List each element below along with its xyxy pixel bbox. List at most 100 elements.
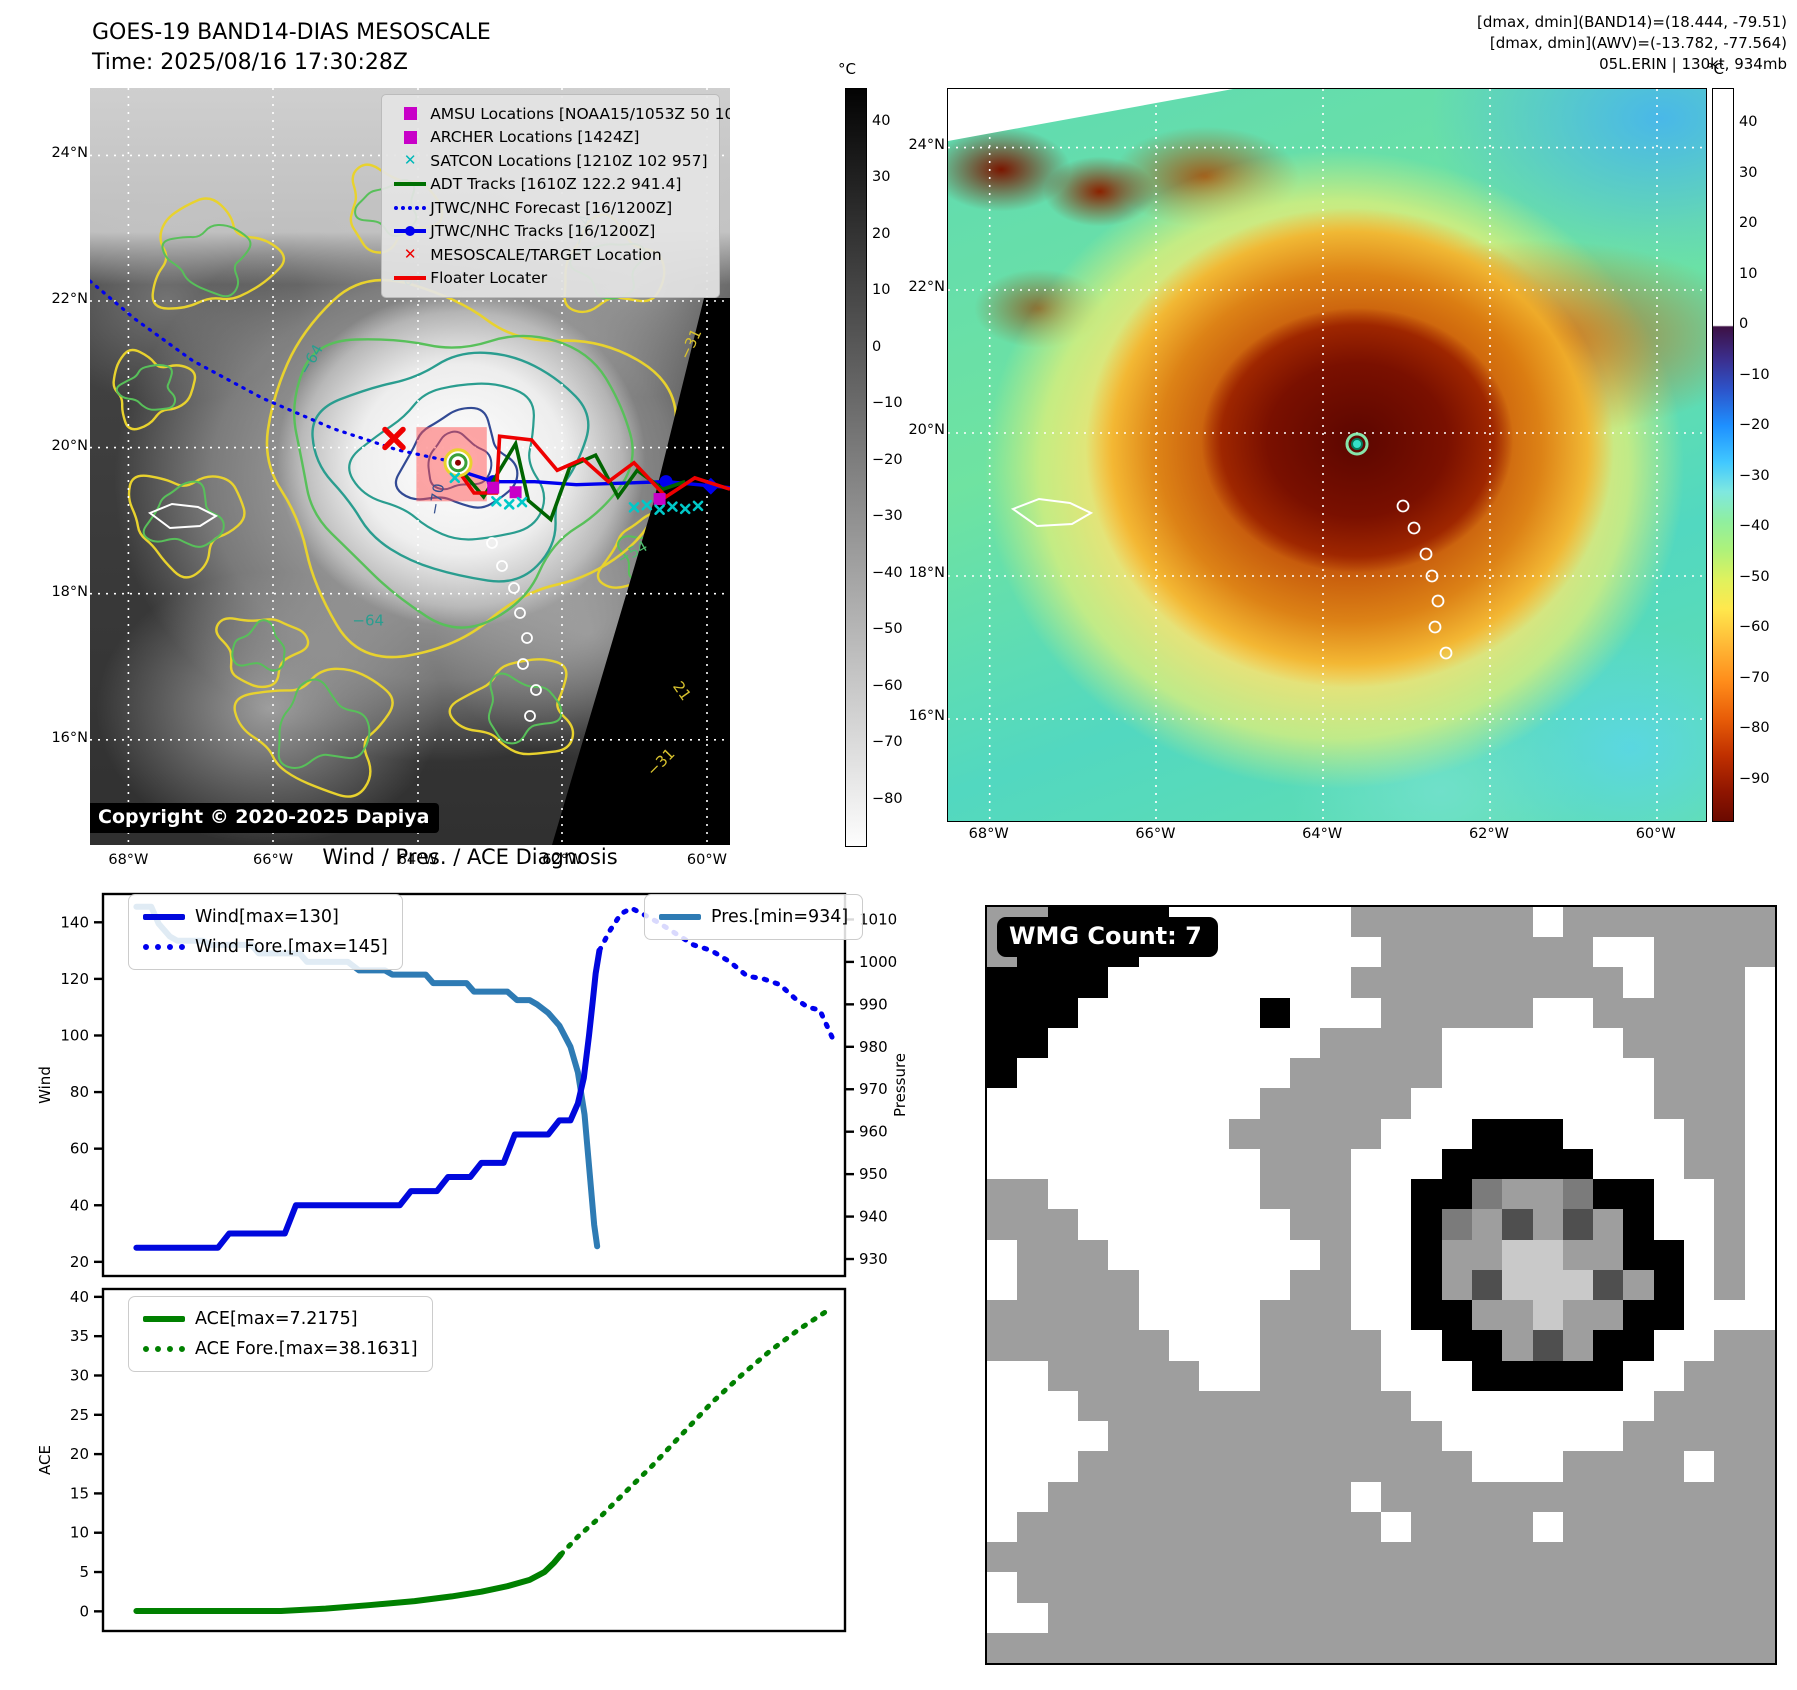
colorbar-tick-label: −10 <box>1739 366 1770 383</box>
wmg-pixel <box>1380 1209 1412 1240</box>
rainbow-colorbar <box>1712 88 1734 822</box>
lat-tick-label: 16°N <box>908 707 945 724</box>
wmg-pixel <box>1532 1451 1563 1482</box>
legend-item-1: ARCHER Locations [1424Z] <box>390 126 711 150</box>
wmg-pixel <box>1350 1421 1381 1452</box>
wmg-pixel <box>1532 1481 1563 1512</box>
wmg-pixel <box>1168 1148 1200 1180</box>
wmg-pixel <box>1168 1602 1200 1633</box>
wmg-pixel <box>1017 1572 1048 1603</box>
wmg-pixel <box>1380 1572 1412 1603</box>
wmg-pixel <box>1259 967 1291 998</box>
wmg-pixel <box>1077 1058 1109 1089</box>
wmg-pixel <box>1653 1118 1685 1149</box>
wmg-pixel <box>1380 1632 1412 1663</box>
wmg-pixel <box>1138 1390 1169 1422</box>
colorbar-tick-label: −20 <box>1739 417 1770 434</box>
wmg-pixel <box>1623 1481 1654 1512</box>
colorbar-tick-label: −50 <box>872 621 903 638</box>
wmg-pixel <box>1684 1451 1715 1482</box>
lon-tick-label: 68°W <box>968 826 1009 842</box>
wmg-pixel <box>1259 1118 1291 1149</box>
wmg-pixel <box>1077 1390 1109 1422</box>
wmg-pixel-grid <box>987 907 1775 1663</box>
wmg-pixel <box>1714 1602 1745 1633</box>
info-dmax-awv: [dmax, dmin](AWV)=(-13.782, -77.564) <box>1489 34 1787 52</box>
lat-tick-label: 18°N <box>51 583 88 600</box>
wmg-pixel <box>1199 1209 1230 1240</box>
wmg-pixel <box>1441 1027 1472 1059</box>
wmg-pixel <box>1714 1269 1745 1301</box>
wmg-pixel <box>1017 1602 1048 1633</box>
line-dot-marker-icon <box>390 226 430 237</box>
wmg-pixel <box>1320 1027 1351 1059</box>
wmg-pixel <box>1259 937 1291 968</box>
wmg-pixel <box>1714 1118 1745 1149</box>
wmg-pixel <box>1229 1511 1260 1543</box>
lat-tick-label: 18°N <box>908 564 945 581</box>
title-line2: Time: 2025/08/16 17:30:28Z <box>92 50 408 75</box>
wmg-pixel <box>1138 1300 1169 1331</box>
wmg-pixel <box>1653 1209 1685 1240</box>
colorbar-unit-left: °C <box>838 60 856 78</box>
svg-text:25: 25 <box>70 1406 89 1424</box>
wmg-pixel <box>1502 1360 1533 1391</box>
wmg-pixel <box>1684 1058 1715 1089</box>
wmg-pixel <box>1411 1451 1442 1482</box>
wmg-pixel <box>1017 1179 1048 1210</box>
svg-text:80: 80 <box>70 1083 89 1101</box>
wmg-pixel <box>1138 1269 1169 1301</box>
wmg-pixel <box>1714 1542 1745 1573</box>
wmg-pixel <box>1471 907 1503 938</box>
wmg-pixel <box>1411 1632 1442 1663</box>
wmg-pixel <box>1532 1088 1563 1119</box>
wmg-pixel <box>1168 1421 1200 1452</box>
square-marker-icon <box>390 107 430 121</box>
wmg-pixel <box>1744 1572 1775 1603</box>
wmg-pixel <box>1259 1088 1291 1119</box>
wmg-pixel <box>1229 1451 1260 1482</box>
wmg-pixel <box>1199 1360 1230 1391</box>
svg-text:950: 950 <box>859 1165 888 1183</box>
svg-text:970: 970 <box>859 1080 888 1098</box>
wmg-pixel <box>1199 1542 1230 1573</box>
wmg-pixel <box>1653 1027 1685 1059</box>
wmg-pixel <box>1562 1542 1594 1573</box>
wmg-pixel <box>1411 1239 1442 1270</box>
wmg-pixel <box>1471 937 1503 968</box>
wmg-pixel <box>1502 1632 1533 1663</box>
wmg-pixel <box>1138 1148 1169 1180</box>
wmg-pixel <box>1562 1239 1594 1270</box>
wmg-pixel <box>1471 997 1503 1028</box>
wmg-pixel <box>1138 1179 1169 1210</box>
wmg-pixel <box>1350 1179 1381 1210</box>
wmg-pixel <box>1108 1481 1139 1512</box>
svg-text:Wind: Wind <box>36 1066 54 1104</box>
wmg-pixel <box>1138 1330 1169 1361</box>
legend-item-label: JTWC/NHC Tracks [16/1200Z] <box>430 222 656 241</box>
wmg-pixel <box>1744 1058 1775 1089</box>
wmg-pixel <box>1259 1632 1291 1663</box>
wmg-pixel <box>1411 997 1442 1028</box>
colorbar-tick-label: −30 <box>1739 467 1770 484</box>
legend-item-label: ARCHER Locations [1424Z] <box>430 128 640 147</box>
legend-item-label: JTWC/NHC Forecast [16/1200Z] <box>430 198 673 217</box>
wmg-pixel <box>1138 1602 1169 1633</box>
wmg-pixel <box>1593 937 1624 968</box>
wmg-pixel <box>1441 1451 1472 1482</box>
wmg-pixel <box>1138 1058 1169 1089</box>
wmg-pixel <box>1441 1118 1472 1149</box>
wmg-pixel <box>1259 1481 1291 1512</box>
wmg-pixel <box>1532 1421 1563 1452</box>
wmg-pixel <box>1380 1027 1412 1059</box>
wmg-pixel <box>1380 1360 1412 1391</box>
wmg-pixel <box>1653 1239 1685 1270</box>
wmg-pixel <box>1684 1542 1715 1573</box>
wmg-pixel <box>1229 1148 1260 1180</box>
wmg-pixel <box>1290 1390 1321 1422</box>
wmg-pixel <box>1502 967 1533 998</box>
lon-tick-label: 64°W <box>1302 826 1343 842</box>
wmg-pixel <box>1259 1542 1291 1573</box>
wmg-pixel <box>1684 1481 1715 1512</box>
